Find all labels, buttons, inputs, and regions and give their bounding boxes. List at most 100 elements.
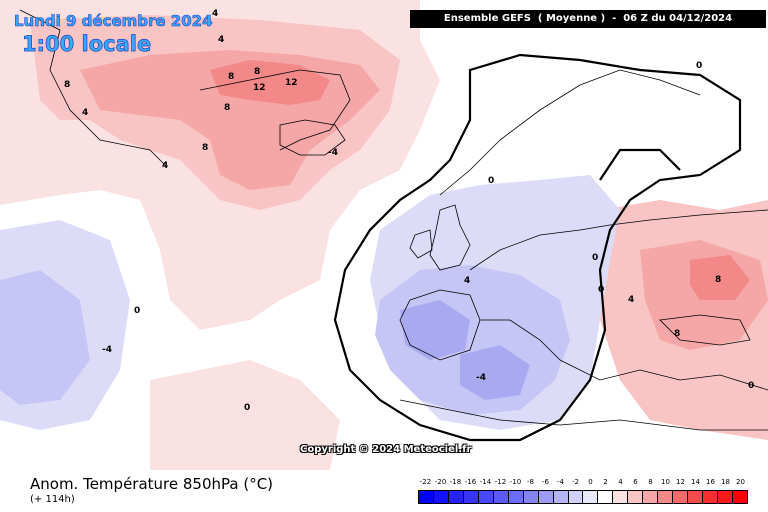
color-scale-tick: -16 <box>464 478 477 486</box>
color-scale-swatch <box>538 491 554 503</box>
color-scale-swatch <box>628 491 644 503</box>
color-scale-swatch <box>523 491 539 503</box>
cool-area-western-atlantic-core <box>0 270 90 405</box>
contour-label: 8 <box>224 103 230 113</box>
coastlines <box>19 9 768 431</box>
color-scale-swatch <box>613 491 629 503</box>
contour-label: 4 <box>162 161 168 171</box>
contour-label: 4 <box>218 35 224 45</box>
valid-time: 1:00 locale <box>22 32 152 57</box>
color-scale-tick: 0 <box>588 478 593 486</box>
contour-label: 12 <box>285 78 298 88</box>
zero-contour-2 <box>599 148 681 181</box>
legend-title: Anom. Température 850hPa (°C) <box>30 475 274 493</box>
copyright-notice: Copyright © 2024 Meteociel.fr <box>300 444 472 455</box>
contour-label: 0 <box>244 403 250 413</box>
contour-label: -4 <box>102 345 112 355</box>
color-scale-tick: 10 <box>661 478 670 486</box>
warm-area-black-sea-max <box>690 255 750 300</box>
color-scale-tick: 2 <box>603 478 608 486</box>
coast-greenland <box>19 9 351 166</box>
color-scale-swatch <box>493 491 509 503</box>
contour-label: 0 <box>592 253 598 263</box>
color-scale-tick: -18 <box>449 478 462 486</box>
coast-europe <box>399 209 768 391</box>
color-scale-tick: -6 <box>542 478 549 486</box>
color-scale-tick: 14 <box>691 478 700 486</box>
anomaly-map: 4 8 8 12 12 8 8 4 4 -4 8 4 0 0 0 -4 0 4 … <box>0 0 768 470</box>
warm-anomaly-areas <box>0 0 768 470</box>
contour-label: 4 <box>628 295 634 305</box>
color-scale-tick: -4 <box>557 478 564 486</box>
color-scale-swatch <box>703 491 719 503</box>
color-scale-tick: 6 <box>633 478 638 486</box>
contour-label: 0 <box>598 285 604 295</box>
color-scale-bar <box>418 490 748 504</box>
color-scale-swatch <box>419 491 434 503</box>
color-scale-tick: -10 <box>509 478 522 486</box>
color-scale-tick: -14 <box>479 478 492 486</box>
warm-area-south-atlantic <box>150 360 340 470</box>
color-scale-swatch <box>448 491 464 503</box>
contour-label: 4 <box>464 276 470 286</box>
coast-iceland <box>279 119 346 156</box>
warm-area-greenland-max <box>210 60 330 105</box>
contour-label: 0 <box>696 61 702 71</box>
color-scale-swatch <box>433 491 449 503</box>
lead-time: (+ 114h) <box>30 494 75 505</box>
contour-label: -4 <box>476 373 486 383</box>
color-scale-tick: 16 <box>706 478 715 486</box>
contour-label: 8 <box>64 80 70 90</box>
contour-label: 12 <box>253 83 266 93</box>
contour-label: 8 <box>254 67 260 77</box>
color-scale-swatch <box>463 491 479 503</box>
coast-black-sea <box>659 314 751 346</box>
color-scale-tick: 8 <box>648 478 653 486</box>
color-scale-swatch <box>568 491 584 503</box>
coast-ireland <box>409 229 433 259</box>
color-scale-swatch <box>733 491 747 503</box>
contour-label: -4 <box>328 148 338 158</box>
color-scale-tick: -2 <box>572 478 579 486</box>
color-scale-swatch <box>553 491 569 503</box>
color-scale-tick: -12 <box>494 478 507 486</box>
contour-label: 8 <box>202 143 208 153</box>
run-banner: Ensemble GEFS ( Moyenne ) - 06 Z du 04/1… <box>410 10 766 28</box>
cool-area-iberia-max <box>400 300 470 360</box>
contour-label: 0 <box>748 381 754 391</box>
color-scale-tick: -20 <box>434 478 447 486</box>
contour-label: 8 <box>228 72 234 82</box>
coast-norway <box>439 69 701 196</box>
color-scale: -22 -20 -18 -16 -14 -12 -10 -8 -6 -4 -2 0 2 4 6 8 10 12 14… <box>418 478 748 508</box>
map-canvas: 4 8 8 12 12 8 8 4 4 -4 8 4 0 0 0 -4 0 4 … <box>0 0 768 470</box>
color-scale-tick: 12 <box>676 478 685 486</box>
contour-label: 8 <box>674 329 680 339</box>
color-scale-swatch <box>673 491 689 503</box>
color-scale-labels: -22 -20 -18 -16 -14 -12 -10 -8 -6 -4 -2 0 2 4 6 8 10 12 14… <box>418 478 748 490</box>
coast-britain <box>429 204 471 271</box>
color-scale-swatch <box>643 491 659 503</box>
contour-label: 0 <box>488 176 494 186</box>
contour-label: 8 <box>715 275 721 285</box>
contour-label: 4 <box>212 9 218 19</box>
valid-date: Lundi 9 décembre 2024 <box>14 12 213 31</box>
cool-area-mediterranean-max <box>460 345 530 400</box>
coast-africa <box>399 399 768 431</box>
color-scale-swatch <box>658 491 674 503</box>
color-scale-swatch <box>688 491 704 503</box>
color-scale-tick: 18 <box>721 478 730 486</box>
color-scale-tick: -8 <box>527 478 534 486</box>
contour-label: 4 <box>82 108 88 118</box>
color-scale-tick: 20 <box>736 478 745 486</box>
color-scale-swatch <box>478 491 494 503</box>
color-scale-swatch <box>508 491 524 503</box>
color-scale-swatch <box>583 491 599 503</box>
contour-label: 0 <box>134 306 140 316</box>
cool-anomaly-areas <box>0 175 620 430</box>
color-scale-swatch <box>598 491 614 503</box>
color-scale-tick: -22 <box>419 478 432 486</box>
zero-contour <box>333 53 742 442</box>
color-scale-swatch <box>718 491 734 503</box>
contour-labels: 4 8 8 12 12 8 8 4 4 -4 8 4 0 0 0 -4 0 4 … <box>64 9 754 413</box>
color-scale-tick: 4 <box>618 478 623 486</box>
